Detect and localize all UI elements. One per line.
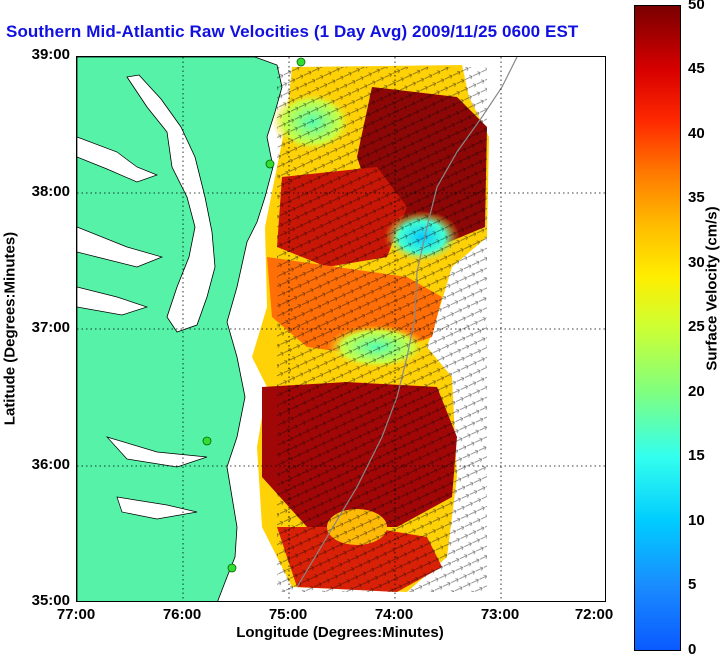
x-tick-label: 73:00 — [480, 606, 520, 623]
station-marker — [265, 159, 275, 169]
y-axis-title: Latitude (Degrees:Minutes) — [1, 231, 19, 426]
colorbar-tick-label: 40 — [688, 125, 705, 142]
colorbar-tick-label: 5 — [688, 576, 697, 593]
station-marker — [296, 57, 306, 67]
x-tick-label: 74:00 — [374, 606, 414, 623]
colorbar-tick-label: 20 — [688, 383, 705, 400]
colorbar-tick-label: 35 — [688, 189, 705, 206]
chart-title: Southern Mid-Atlantic Raw Velocities (1 … — [6, 22, 579, 41]
velocity-field — [252, 65, 489, 592]
colorbar-tick-label: 50 — [688, 0, 705, 13]
x-tick-label: 72:00 — [574, 606, 614, 623]
colorbar-title: Surface Velocity (cm/s) — [703, 206, 721, 371]
station-marker — [202, 436, 212, 446]
y-tick-label: 36:00 — [31, 456, 70, 473]
x-tick-label: 77:00 — [56, 606, 96, 623]
x-tick-label: 75:00 — [268, 606, 308, 623]
map-grid — [77, 57, 605, 601]
x-tick-label: 76:00 — [162, 606, 202, 623]
colorbar — [634, 5, 681, 651]
chesapeake-bay — [126, 74, 216, 333]
y-tick-label: 37:00 — [31, 319, 70, 336]
y-tick-label: 39:00 — [31, 46, 70, 63]
x-axis-title: Longitude (Degrees:Minutes) — [236, 624, 444, 641]
map-canvas — [77, 57, 605, 601]
colorbar-tick-label: 10 — [688, 512, 705, 529]
velocity-map — [76, 56, 606, 602]
colorbar-tick-label: 0 — [688, 641, 697, 658]
y-tick-label: 38:00 — [31, 183, 70, 200]
radar-stations — [202, 57, 306, 573]
colorbar-tick-label: 25 — [688, 318, 705, 335]
y-tick-label: 35:00 — [31, 592, 70, 609]
station-marker — [227, 563, 237, 573]
colorbar-tick-label: 15 — [688, 447, 705, 464]
colorbar-tick-label: 45 — [688, 60, 705, 77]
colorbar-tick-label: 30 — [688, 254, 705, 271]
